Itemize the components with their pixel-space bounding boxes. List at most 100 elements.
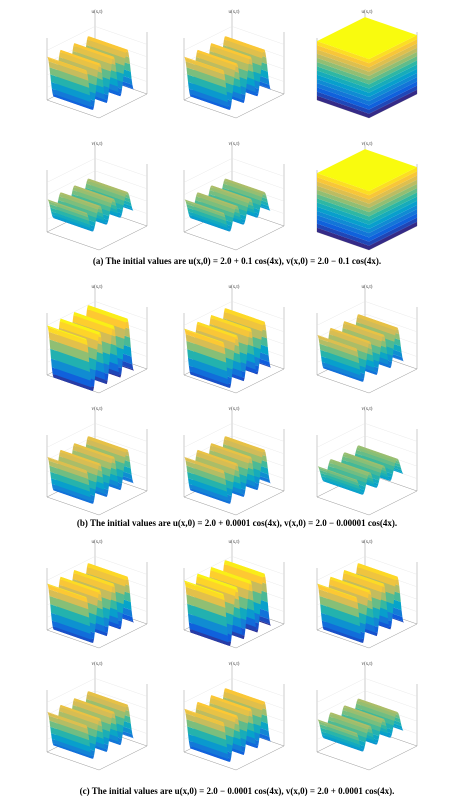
surface [197, 192, 238, 206]
surface [343, 705, 384, 721]
surface [59, 706, 99, 725]
surface [224, 308, 265, 322]
surface [51, 478, 91, 498]
panel-title: v(x,t) [362, 407, 373, 412]
surface [50, 726, 90, 747]
grid-line [316, 435, 418, 460]
surface [60, 192, 101, 206]
surface [59, 576, 100, 593]
surface [184, 456, 224, 472]
surface [186, 204, 227, 222]
surface [224, 36, 264, 54]
surface [184, 457, 225, 475]
axis-box [183, 490, 285, 516]
surface [50, 207, 90, 225]
surface [184, 199, 225, 215]
surface [317, 334, 357, 350]
surface [51, 483, 92, 502]
surface [223, 439, 263, 458]
surface [86, 180, 126, 198]
surface [320, 349, 360, 370]
surface [342, 573, 383, 593]
surface [187, 726, 227, 748]
surface [357, 563, 397, 581]
surface [49, 595, 90, 618]
surface [51, 214, 92, 231]
surface [317, 74, 369, 97]
surface [369, 56, 417, 85]
surface [189, 745, 230, 762]
surface [57, 200, 98, 219]
surface [209, 318, 250, 338]
surface [185, 334, 226, 355]
surface [327, 720, 368, 739]
surface [317, 45, 369, 68]
axis-box [46, 623, 148, 649]
surface [184, 328, 224, 344]
surface [185, 61, 226, 81]
surface [196, 704, 236, 723]
surface [369, 81, 417, 110]
surface [317, 177, 369, 200]
surface [322, 480, 363, 495]
surface [47, 456, 87, 472]
axis-box [316, 745, 418, 771]
surface [369, 175, 417, 204]
surface [327, 465, 368, 484]
surface [188, 214, 229, 231]
surface [329, 459, 370, 474]
subplot: v(x,t) [183, 142, 285, 251]
surface [211, 695, 251, 709]
surface [196, 449, 237, 466]
surface [322, 736, 363, 752]
panel-title: u(x,t) [92, 10, 103, 15]
surface [186, 67, 227, 88]
axis-box [183, 368, 285, 394]
surface [51, 738, 92, 757]
surface [188, 81, 228, 103]
axis-box [183, 745, 285, 771]
surface [342, 707, 383, 724]
surface [330, 712, 371, 726]
surface [317, 181, 369, 204]
surface [58, 456, 98, 476]
surface [186, 719, 227, 740]
surface [369, 209, 417, 238]
surface [369, 43, 417, 72]
surface [87, 178, 127, 195]
panel-title: v(x,t) [92, 407, 103, 412]
surface [322, 366, 363, 382]
surface [184, 199, 224, 213]
subplot: u(x,t) [46, 10, 148, 119]
surface [321, 734, 362, 751]
surface [224, 178, 265, 193]
axis-box [94, 146, 148, 227]
surface [342, 453, 383, 470]
surface [369, 179, 417, 208]
surface [87, 178, 128, 193]
surface [52, 216, 93, 232]
caption: (a) The initial values are u(x,0) = 2.0 … [93, 256, 381, 266]
panel-title: v(x,t) [92, 142, 103, 147]
surface [72, 187, 113, 204]
surface [369, 196, 417, 225]
surface [319, 343, 360, 364]
surface [357, 563, 398, 577]
surface [356, 447, 396, 464]
surface [317, 17, 417, 60]
surface [343, 452, 384, 468]
surface [72, 445, 113, 464]
surface [195, 56, 235, 78]
surface [317, 41, 369, 64]
surface [343, 321, 384, 338]
surface [51, 367, 92, 388]
surface [319, 724, 360, 742]
surface [185, 201, 226, 218]
surface [196, 193, 236, 210]
surface [185, 713, 226, 733]
surface [317, 227, 369, 250]
surface [51, 733, 91, 753]
surface [187, 603, 227, 628]
subplot: v(x,t) [183, 662, 285, 771]
grid-line [183, 158, 285, 183]
